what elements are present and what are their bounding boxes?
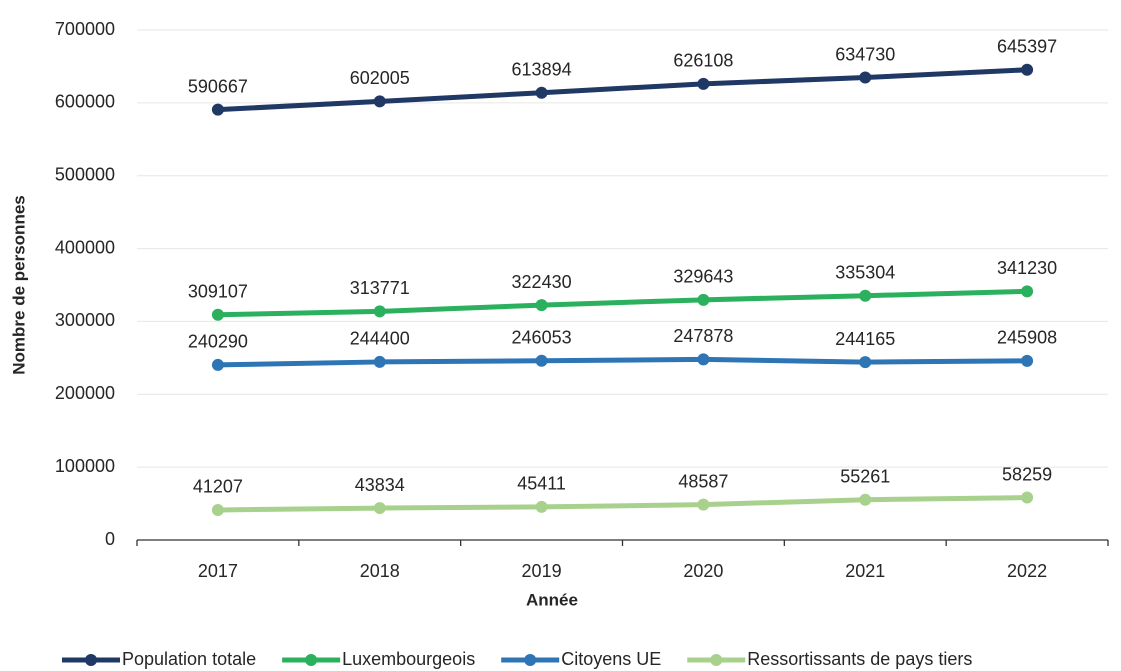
data-label: 335304 bbox=[835, 262, 895, 282]
data-point bbox=[1021, 63, 1034, 76]
y-axis-title: Nombre de personnes bbox=[9, 195, 28, 375]
legend-label: Ressortissants de pays tiers bbox=[747, 649, 972, 669]
data-point bbox=[373, 305, 386, 318]
data-label: 41207 bbox=[193, 477, 243, 497]
data-point bbox=[1021, 354, 1034, 367]
y-tick-label: 100000 bbox=[55, 456, 115, 476]
series-line bbox=[217, 356, 1028, 368]
data-label: 322430 bbox=[512, 272, 572, 292]
y-tick-label: 300000 bbox=[55, 310, 115, 330]
legend-marker bbox=[305, 654, 318, 666]
legend-marker bbox=[524, 654, 537, 666]
data-label: 645397 bbox=[997, 37, 1057, 57]
legend-marker bbox=[710, 654, 723, 666]
data-point bbox=[859, 289, 872, 302]
data-label: 244400 bbox=[350, 329, 410, 349]
y-tick-label: 0 bbox=[105, 529, 115, 549]
x-tick-label: 2020 bbox=[683, 561, 723, 581]
data-point bbox=[211, 308, 224, 321]
data-point bbox=[373, 95, 386, 108]
data-label: 43834 bbox=[355, 475, 405, 495]
legend-marker bbox=[85, 654, 97, 666]
data-label: 246053 bbox=[512, 327, 572, 347]
data-point bbox=[211, 503, 224, 516]
data-point bbox=[697, 293, 710, 306]
data-point bbox=[211, 358, 224, 371]
data-label: 240290 bbox=[188, 332, 248, 352]
series-line bbox=[217, 288, 1028, 318]
data-label: 244165 bbox=[835, 329, 895, 349]
data-point bbox=[535, 500, 548, 513]
data-label: 45411 bbox=[517, 474, 566, 494]
data-label: 247878 bbox=[673, 326, 733, 346]
data-label: 590667 bbox=[188, 76, 248, 96]
data-label: 602005 bbox=[350, 68, 410, 88]
data-point bbox=[1021, 491, 1034, 504]
data-point bbox=[535, 86, 548, 99]
data-point bbox=[535, 354, 548, 367]
legend-label: Luxembourgeois bbox=[342, 649, 475, 669]
x-tick-label: 2018 bbox=[360, 561, 400, 581]
data-point bbox=[697, 77, 710, 90]
data-label: 329643 bbox=[673, 267, 733, 287]
series-line bbox=[217, 495, 1028, 513]
data-label: 634730 bbox=[835, 44, 895, 64]
data-point bbox=[373, 502, 386, 515]
data-point bbox=[535, 299, 548, 312]
y-tick-label: 500000 bbox=[55, 164, 115, 184]
data-label: 48587 bbox=[678, 471, 728, 491]
series-line bbox=[217, 67, 1028, 113]
data-point bbox=[859, 493, 872, 506]
data-label: 309107 bbox=[188, 282, 248, 302]
data-point bbox=[373, 355, 386, 368]
data-label: 626108 bbox=[673, 51, 733, 71]
x-tick-label: 2022 bbox=[1007, 561, 1047, 581]
legend-label: Population totale bbox=[122, 649, 256, 669]
y-tick-label: 400000 bbox=[55, 237, 115, 257]
data-point bbox=[1021, 285, 1034, 298]
data-label: 341230 bbox=[997, 258, 1057, 278]
data-point bbox=[211, 103, 224, 116]
data-point bbox=[859, 71, 872, 84]
y-tick-label: 200000 bbox=[55, 383, 115, 403]
data-label: 55261 bbox=[840, 466, 890, 486]
x-tick-label: 2021 bbox=[845, 561, 885, 581]
legend-label: Citoyens UE bbox=[561, 649, 661, 669]
x-tick-label: 2019 bbox=[522, 561, 562, 581]
data-point bbox=[697, 353, 710, 366]
data-label: 313771 bbox=[350, 278, 410, 298]
y-tick-label: 600000 bbox=[55, 92, 115, 112]
data-point bbox=[697, 498, 710, 511]
data-point bbox=[859, 356, 872, 369]
data-label: 58259 bbox=[1002, 464, 1052, 484]
y-tick-label: 700000 bbox=[55, 19, 115, 39]
x-tick-label: 2017 bbox=[198, 561, 238, 581]
data-label: 245908 bbox=[997, 328, 1057, 348]
data-label: 613894 bbox=[512, 59, 572, 79]
x-axis-title: Année bbox=[526, 590, 578, 609]
